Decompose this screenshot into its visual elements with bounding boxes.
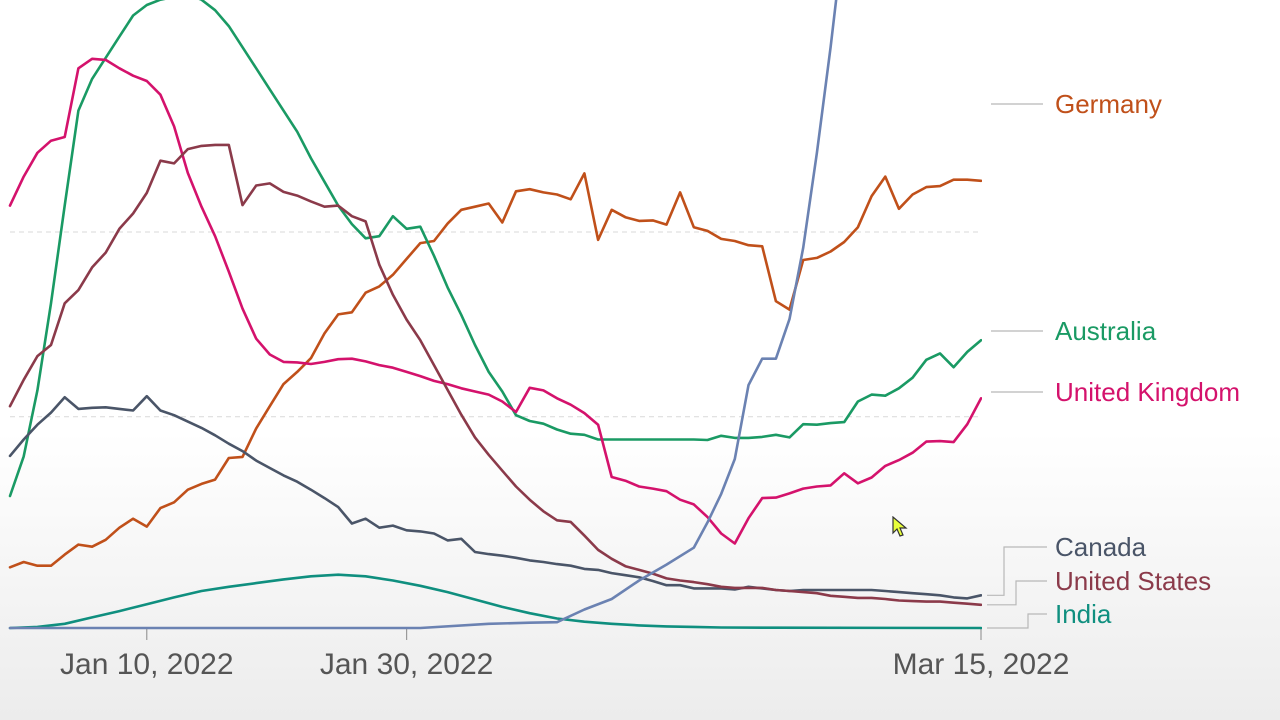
leader-canada: [987, 546, 1047, 596]
series-line-india: [8, 573, 982, 630]
series-line-australia: [8, 0, 982, 498]
series-label-germany: Germany: [1055, 89, 1162, 119]
x-axis: [146, 628, 982, 640]
series-label-india: India: [1055, 599, 1112, 629]
series-line-canada: [8, 394, 982, 600]
series-line-united-kingdom: [8, 57, 982, 545]
series-line-united-states: [8, 143, 982, 607]
x-tick-labels: Jan 10, 2022 Jan 30, 2022 Mar 15, 2022: [60, 648, 1069, 681]
grid-lines: [10, 231, 981, 418]
series-label-australia: Australia: [1055, 316, 1157, 346]
x-tick-label-0: Jan 10, 2022: [60, 648, 233, 681]
series-label-canada: Canada: [1055, 532, 1147, 562]
series-line-fast-rising: [8, 0, 838, 630]
series-label-united-kingdom: United Kingdom: [1055, 377, 1240, 407]
leader-india: [987, 613, 1047, 629]
series-labels: Germany Australia United Kingdom Canada Unit…: [1055, 89, 1240, 629]
mouse-cursor-icon: [892, 516, 908, 537]
label-leaders: [987, 103, 1047, 629]
x-tick-label-1: Jan 30, 2022: [320, 648, 493, 681]
series-label-united-states: United States: [1055, 566, 1211, 596]
series-lines: [8, 0, 982, 630]
leader-united-states: [987, 580, 1047, 606]
series-line-germany: [8, 172, 982, 569]
x-tick-label-2: Mar 15, 2022: [893, 648, 1070, 681]
